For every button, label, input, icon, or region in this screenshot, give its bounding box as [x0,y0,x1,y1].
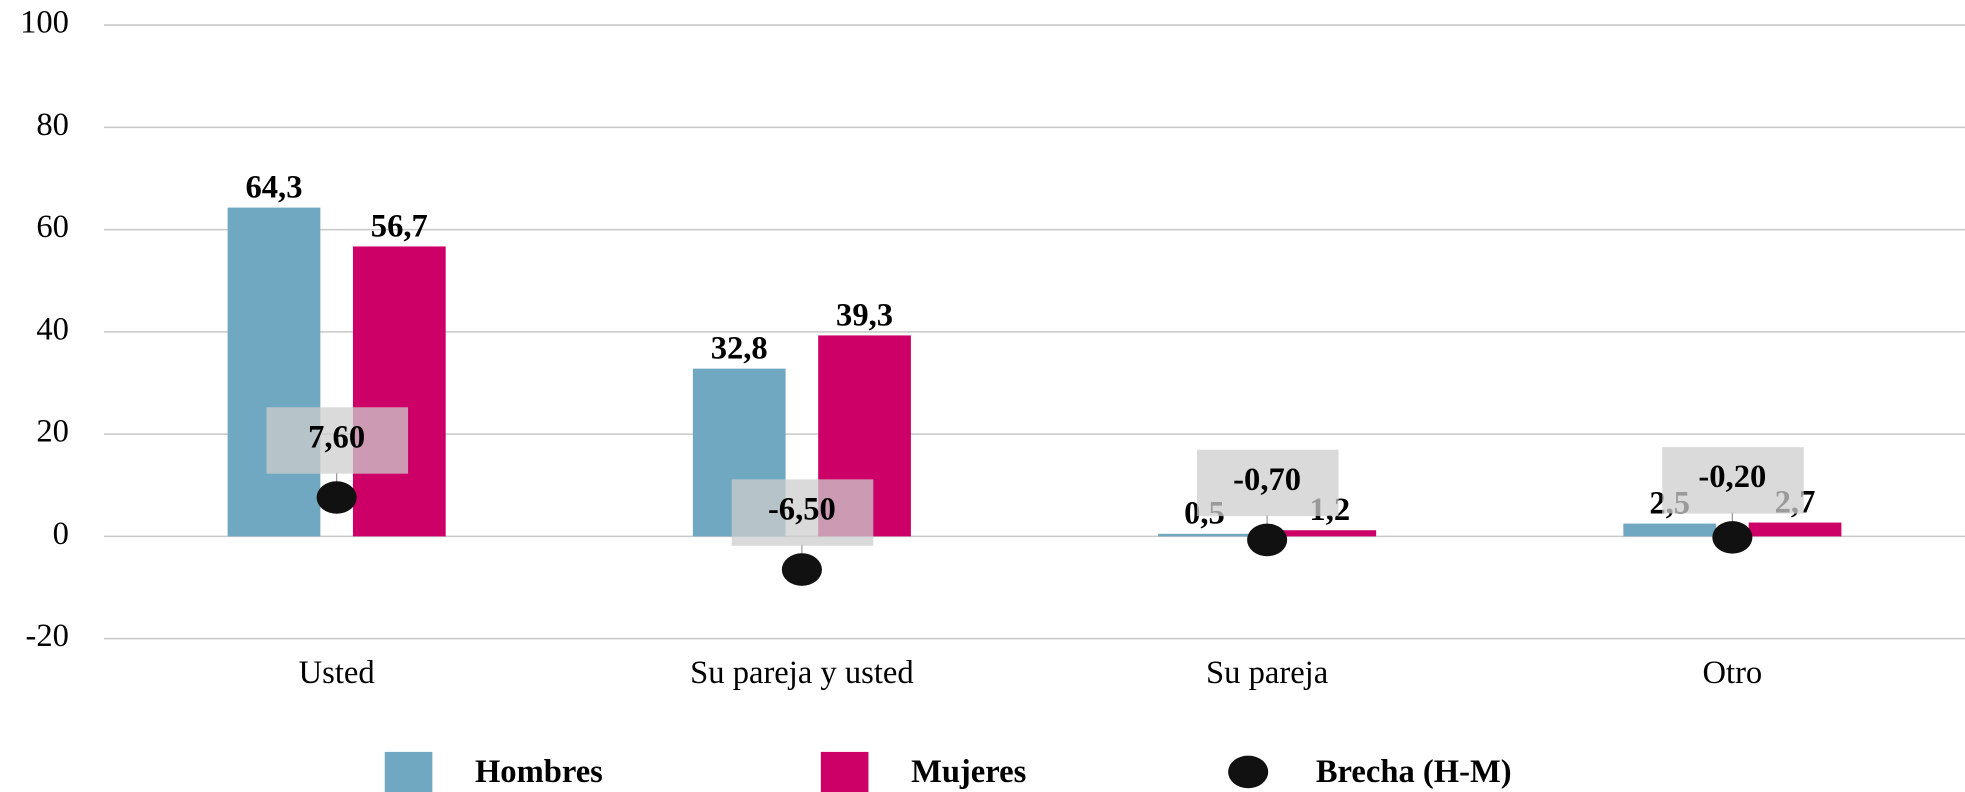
legend-label: Mujeres [911,754,1026,790]
x-label-box: Su pareja y usted [690,653,914,690]
x-label-box: Otro [1702,653,1763,690]
x-label-box: Su pareja [1206,653,1329,690]
label-box [1196,449,1339,517]
x-tick-label: Su pareja [1206,653,1329,690]
label-box [266,407,409,474]
bar [352,246,446,537]
x-tick-label: Usted [298,653,375,690]
dot [316,481,357,514]
data-label: 64,3 [245,170,302,206]
label-box [731,479,874,546]
bar [227,207,321,537]
data-label: 7,60 [308,419,365,455]
y-tick-label: 40 [36,311,69,347]
x-tick-label: Su pareja y usted [690,653,914,690]
legend-marker [1228,755,1269,789]
bar [1158,533,1251,537]
x-tick-label: Otro [1702,653,1763,690]
legend-label: Brecha (H-M) [1316,754,1512,790]
label-box [1662,447,1804,514]
data-label: 39,3 [836,297,893,333]
legend-marker [384,751,433,792]
dot [1712,521,1753,554]
y-tick-label: 80 [36,107,69,143]
data-label: 32,8 [711,331,768,367]
y-tick-label: 0 [53,516,69,552]
bar [1623,523,1717,537]
y-tick-label: 60 [36,209,69,245]
legend-label: Hombres [475,754,603,790]
data-label: -6,50 [768,491,836,527]
y-tick-label: 100 [20,5,69,41]
dot [1247,523,1288,557]
bar [1283,530,1377,537]
legend-marker [820,751,869,792]
x-label-box: Usted [298,653,375,690]
data-label: -0,20 [1698,459,1766,495]
data-label: 56,7 [371,208,428,244]
data-label: -0,70 [1233,462,1301,498]
dot [781,553,822,586]
y-tick-label: -20 [26,618,69,654]
bar [1748,522,1842,537]
y-tick-label: 20 [36,414,69,450]
